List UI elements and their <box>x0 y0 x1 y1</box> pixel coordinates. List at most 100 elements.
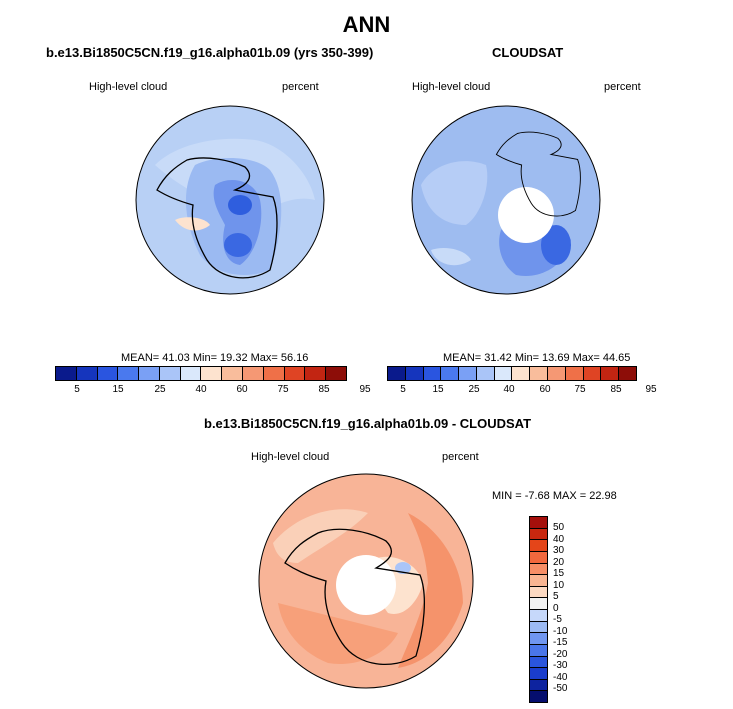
panel3-variable: High-level cloud <box>251 451 330 463</box>
panel2-contour-light <box>421 161 488 225</box>
panel1-colorbar <box>55 366 347 381</box>
main-title: ANN <box>342 12 391 37</box>
panel1-title: b.e13.Bi1850C5CN.f19_g16.alpha01b.09 (yr… <box>46 45 374 60</box>
cbar3-tick: -20 <box>553 649 568 660</box>
cbar1-swatch <box>76 367 98 380</box>
cbar3-tick: 15 <box>553 568 565 579</box>
cbar1-swatch <box>243 367 264 380</box>
panel1-stats: MEAN= 41.03 Min= 19.32 Max= 56.16 <box>121 352 309 364</box>
cbar2-tick: 25 <box>468 384 480 395</box>
cbar1-swatch <box>201 367 223 380</box>
cbar1-swatch <box>305 367 327 380</box>
cbar3-swatch <box>530 551 547 564</box>
cbar3-swatch <box>530 575 547 587</box>
panel2-stats: MEAN= 31.42 Min= 13.69 Max= 44.65 <box>443 352 631 364</box>
cbar1-tick: 5 <box>74 384 80 395</box>
cbar2-tick: 75 <box>574 384 586 395</box>
cbar3-swatch <box>530 633 547 645</box>
cbar2-swatch <box>405 367 424 380</box>
cbar1-swatch <box>118 367 140 380</box>
panel3-colorbar <box>529 516 548 703</box>
cbar2-swatch <box>548 367 566 380</box>
panel2-title: CLOUDSAT <box>492 45 564 60</box>
panel2-data-gap <box>498 187 554 243</box>
cbar3-tick: 50 <box>553 522 565 533</box>
cbar3-swatch <box>530 586 547 599</box>
cbar3-swatch <box>530 540 547 552</box>
cbar2-swatch <box>476 367 495 380</box>
panel2-map <box>411 105 601 295</box>
panel1-contour-max <box>228 195 252 215</box>
panel2-colorbar <box>387 366 637 381</box>
panel1-units: percent <box>282 81 319 93</box>
panel3-data-gap <box>336 555 396 615</box>
panel3-units: percent <box>442 451 479 463</box>
cbar3-tick: -30 <box>553 660 568 671</box>
cbar2-swatch <box>565 367 584 380</box>
panel2-units: percent <box>604 81 641 93</box>
cbar2-swatch <box>583 367 602 380</box>
panel3-map <box>258 473 474 689</box>
cbar3-swatch <box>530 610 547 622</box>
cbar2-swatch <box>619 367 636 380</box>
cbar2-tick: 40 <box>503 384 515 395</box>
cbar2-swatch <box>441 367 460 380</box>
panel3-contour-dark <box>398 513 463 668</box>
cbar2-swatch <box>423 367 442 380</box>
cbar3-swatch <box>530 621 547 634</box>
panel2-contour-light2 <box>431 248 471 266</box>
panel3-title: b.e13.Bi1850C5CN.f19_g16.alpha01b.09 - C… <box>204 416 532 431</box>
cbar2-tick: 95 <box>645 384 657 395</box>
cbar1-tick: 85 <box>318 384 330 395</box>
cbar2-tick: 60 <box>539 384 551 395</box>
cbar3-swatch <box>530 668 547 680</box>
cbar1-swatch <box>139 367 160 380</box>
cbar3-tick: 40 <box>553 534 565 545</box>
panel1-variable: High-level cloud <box>89 81 168 93</box>
cbar1-tick: 15 <box>112 384 124 395</box>
cbar3-tick: 20 <box>553 557 565 568</box>
cbar2-swatch <box>388 367 406 380</box>
cbar2-swatch <box>530 367 549 380</box>
panel3-contour-mid <box>278 603 398 664</box>
cbar2-tick: 85 <box>610 384 622 395</box>
cbar3-tick: 5 <box>553 591 559 602</box>
cbar2-swatch <box>459 367 477 380</box>
cbar3-tick: 10 <box>553 580 565 591</box>
cbar3-swatch <box>530 656 547 669</box>
panel3-stats: MIN = -7.68 MAX = 22.98 <box>492 490 617 502</box>
cbar1-swatch <box>56 367 77 380</box>
cbar2-swatch <box>494 367 513 380</box>
cbar1-swatch <box>97 367 119 380</box>
cbar3-swatch <box>530 679 547 692</box>
cbar3-tick: -50 <box>553 683 568 694</box>
panel3-contour-light <box>273 509 368 563</box>
cbar1-tick: 60 <box>236 384 248 395</box>
cbar1-swatch <box>180 367 202 380</box>
cbar2-swatch <box>601 367 620 380</box>
cbar3-swatch <box>530 528 547 541</box>
cbar3-tick: 30 <box>553 545 565 556</box>
panel3-antarctica-coastline <box>284 528 426 666</box>
cbar3-tick: -5 <box>553 614 562 625</box>
cbar3-swatch <box>530 517 547 529</box>
cbar1-swatch <box>326 367 346 380</box>
panel1-antarctica-coastline <box>156 157 278 279</box>
cbar3-tick: 0 <box>553 603 559 614</box>
cbar3-swatch <box>530 563 547 576</box>
cbar2-tick: 15 <box>432 384 444 395</box>
cbar1-tick: 40 <box>195 384 207 395</box>
cbar1-tick: 95 <box>359 384 371 395</box>
cbar1-tick: 75 <box>277 384 289 395</box>
cbar2-swatch <box>512 367 531 380</box>
cbar2-tick: 5 <box>400 384 406 395</box>
panel1-contour-max2 <box>224 233 252 257</box>
cbar1-swatch <box>159 367 181 380</box>
cbar1-swatch <box>284 367 306 380</box>
panel2-variable: High-level cloud <box>412 81 491 93</box>
cbar1-swatch <box>263 367 285 380</box>
cbar3-tick: -40 <box>553 672 568 683</box>
cbar3-tick: -15 <box>553 637 568 648</box>
cbar3-swatch <box>530 598 547 610</box>
cbar1-swatch <box>222 367 244 380</box>
